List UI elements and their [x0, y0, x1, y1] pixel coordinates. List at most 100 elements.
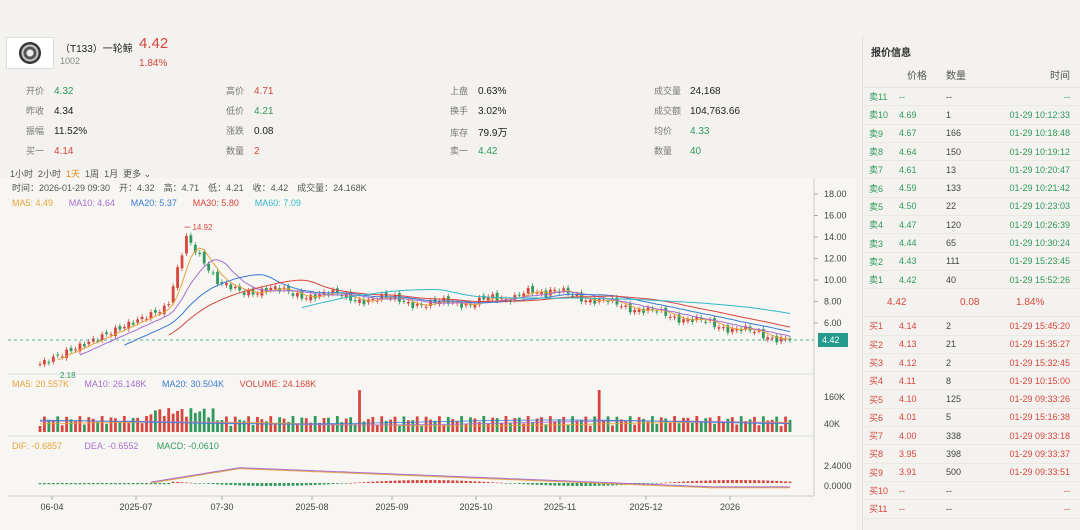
volume-bar [420, 425, 424, 432]
x-tick-label: 2026 [720, 502, 740, 512]
row-price: 4.67 [899, 128, 917, 139]
macd-bar [588, 483, 592, 486]
orderbook-row[interactable]: 卖6 4.59 133 01-29 10:21:42 [863, 179, 1080, 198]
macd-bar [47, 483, 51, 485]
macd-label: DIF: -0.6857 [12, 441, 62, 451]
orderbook-row[interactable]: 买3 4.12 2 01-29 15:32:45 [863, 354, 1080, 373]
row-time: -- [1064, 503, 1070, 514]
volume-bar [637, 417, 641, 432]
candle-body [304, 298, 308, 300]
row-label: 买7 [869, 431, 884, 442]
orderbook-row[interactable]: 卖8 4.64 150 01-29 10:19:12 [863, 143, 1080, 162]
macd-bar [699, 480, 703, 483]
orderbook-row[interactable]: 买2 4.13 21 01-29 15:35:27 [863, 336, 1080, 354]
orderbook-row[interactable]: 买6 4.01 5 01-29 15:16:38 [863, 409, 1080, 428]
ma-line [168, 279, 791, 336]
candle-body [446, 296, 450, 304]
orderbook-row[interactable]: 卖11 -- -- -- [863, 88, 1080, 107]
candle-body [207, 263, 211, 271]
price-tick: 16.00 [824, 211, 847, 221]
row-qty: 22 [946, 201, 957, 212]
orderbook-row[interactable]: 卖3 4.44 65 01-29 10:30:24 [863, 234, 1080, 253]
macd-bar [469, 481, 472, 483]
stat-value: 24,168 [690, 86, 721, 97]
candle-body [224, 282, 228, 286]
macd-bar [659, 482, 663, 484]
candle-body [51, 356, 55, 362]
macd-bar [544, 483, 548, 486]
stat-13: 数量 2 [226, 144, 260, 157]
row-label: 卖4 [869, 220, 884, 231]
macd-bar [229, 483, 233, 485]
stat-label: 数量 [654, 146, 673, 156]
macd-bar [269, 483, 273, 486]
candle-body [131, 322, 135, 325]
macd-bar [744, 480, 748, 483]
period-tab-1[interactable]: 2小时 [38, 169, 62, 179]
kline-chart[interactable]: 时间：2026-01-29 09:30 开：4.32 高：4.71 低：4.21… [0, 178, 856, 530]
orderbook-row[interactable]: 卖4 4.47 120 01-29 10:26:39 [863, 216, 1080, 235]
volume-bar [340, 422, 344, 432]
ma-label: MA60: 7.09 [255, 198, 301, 208]
candle-body [153, 310, 157, 313]
orderbook-row[interactable]: 买8 3.95 398 01-29 09:33:37 [863, 445, 1080, 464]
macd-bar [202, 483, 206, 484]
volume-bar [131, 417, 135, 432]
volume-bar [180, 409, 184, 432]
orderbook-row[interactable]: 买9 3.91 500 01-29 09:33:51 [863, 464, 1080, 482]
row-price: 4.61 [899, 164, 917, 175]
row-price: -- [899, 485, 905, 496]
row-price: 4.00 [899, 430, 917, 441]
period-tab-3[interactable]: 1周 [85, 169, 100, 179]
period-tab-0[interactable]: 1小时 [10, 169, 34, 179]
orderbook-row[interactable]: 卖1 4.42 40 01-29 15:52:26 [863, 271, 1080, 290]
macd-bar [540, 483, 543, 486]
volume-bar [207, 417, 211, 432]
volume-bar [566, 425, 570, 432]
macd-bar [402, 480, 406, 483]
orderbook-row[interactable]: 买4 4.11 8 01-29 10:15:00 [863, 372, 1080, 391]
orderbook-panel: 报价信息 价格 数量 时间 卖11 -- -- -- 卖10 4.69 1 01-29 10:… [862, 36, 1080, 530]
candle-body [571, 295, 574, 297]
period-tab-5[interactable]: 更多 ⌄ [123, 169, 152, 179]
macd-bar [171, 481, 175, 483]
candle-body [482, 295, 486, 300]
macd-bar [420, 480, 424, 483]
period-tab-2[interactable]: 1天 [66, 169, 81, 179]
orderbook-row[interactable]: 卖2 4.43 111 01-29 15:23:45 [863, 253, 1080, 271]
ma-line [301, 289, 791, 314]
candle-body [633, 309, 637, 313]
macd-bar [553, 483, 557, 486]
orderbook-row[interactable]: 买7 4.00 338 01-29 09:33:18 [863, 427, 1080, 446]
period-tab-4[interactable]: 1月 [104, 169, 119, 179]
orderbook-row[interactable]: 买10 -- -- -- [863, 482, 1080, 501]
orderbook-row[interactable]: 买1 4.14 2 01-29 15:45:20 [863, 317, 1080, 336]
stat-value: 40 [690, 146, 702, 157]
volume-bar [229, 425, 233, 432]
macd-bar [717, 480, 721, 483]
candle-body [43, 360, 46, 365]
orderbook-row[interactable]: 卖9 4.67 166 01-29 10:18:48 [863, 125, 1080, 143]
orderbook-row[interactable]: 卖10 4.69 1 01-29 10:12:33 [863, 106, 1080, 125]
stat-label: 成交量 [654, 86, 682, 96]
macd-bar [291, 483, 295, 486]
candle-body [695, 316, 699, 320]
orderbook-row[interactable]: 卖5 4.50 22 01-29 10:23:03 [863, 198, 1080, 217]
macd-bar [251, 483, 255, 486]
macd-bar [548, 483, 552, 486]
volume-bar [242, 420, 246, 432]
orderbook-row[interactable]: 买5 4.10 125 01-29 09:33:26 [863, 390, 1080, 409]
orderbook-row[interactable]: 买11 -- -- -- [863, 500, 1080, 519]
macd-bar [682, 481, 685, 483]
volume-bar [278, 417, 282, 432]
row-time: 01-29 09:33:37 [1009, 448, 1070, 459]
orderbook-row[interactable]: 卖7 4.61 13 01-29 10:20:47 [863, 161, 1080, 180]
macd-bar [708, 480, 712, 483]
stat-value: 4.71 [254, 86, 274, 97]
volume-bar [575, 420, 579, 432]
macd-bar [176, 481, 179, 483]
candle-body [562, 288, 566, 291]
macd-bar [455, 480, 459, 483]
candle-body [540, 291, 543, 295]
macd-bar [535, 483, 539, 485]
